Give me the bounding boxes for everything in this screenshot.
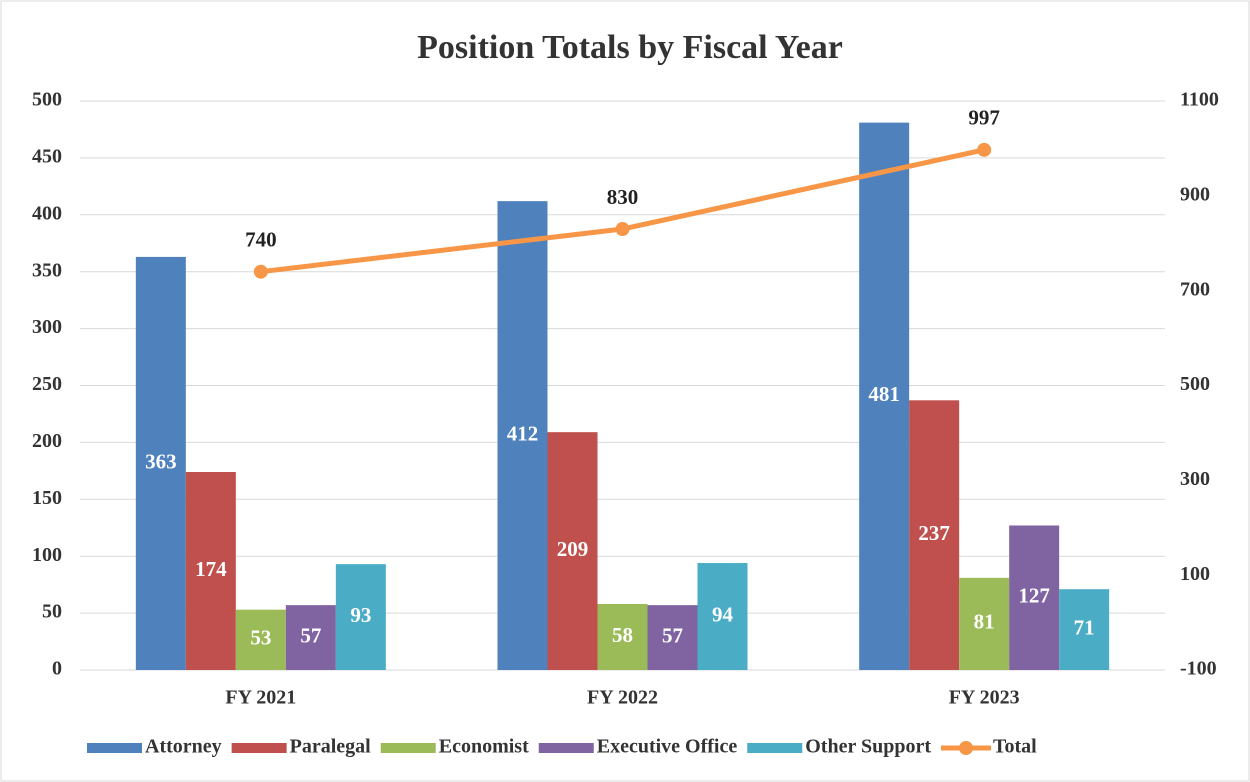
y2-tick-label: 1100 xyxy=(1180,89,1219,111)
data-label: 740 xyxy=(245,228,277,252)
bar xyxy=(697,563,748,670)
data-label: 127 xyxy=(1018,584,1050,608)
legend-label: Executive Office xyxy=(597,736,738,758)
bar xyxy=(859,122,910,670)
bar xyxy=(285,605,336,670)
data-label: 209 xyxy=(557,537,589,561)
y-tick-label: 350 xyxy=(32,259,62,281)
chart-title: Position Totals by Fiscal Year xyxy=(417,29,843,66)
line-marker xyxy=(253,264,268,279)
data-label: 174 xyxy=(195,557,227,581)
data-label: 71 xyxy=(1074,615,1095,639)
bar xyxy=(647,605,698,670)
y-tick-label: 500 xyxy=(32,89,62,111)
data-label: 94 xyxy=(712,602,734,626)
line-marker xyxy=(615,222,630,237)
bar xyxy=(547,432,598,670)
bar xyxy=(597,603,648,670)
y-tick-label: 250 xyxy=(32,373,62,395)
legend-swatch xyxy=(231,743,287,753)
data-label: 363 xyxy=(145,449,177,473)
legend-swatch xyxy=(747,743,803,753)
bar xyxy=(959,577,1010,670)
legend-label: Paralegal xyxy=(290,736,372,758)
y-tick-label: 400 xyxy=(32,202,62,224)
legend-swatch xyxy=(538,743,594,753)
x-tick-label: FY 2021 xyxy=(225,687,296,709)
legend-swatch xyxy=(87,743,142,753)
x-tick-label: FY 2023 xyxy=(949,687,1020,709)
bar xyxy=(497,201,548,671)
y-tick-label: 0 xyxy=(52,658,62,680)
data-label: 997 xyxy=(968,106,1000,130)
bar xyxy=(1059,589,1110,670)
data-label: 57 xyxy=(662,623,683,647)
legend-label: Economist xyxy=(439,736,529,758)
data-label: 237 xyxy=(918,521,950,545)
y2-tick-label: -100 xyxy=(1180,658,1217,680)
y2-tick-label: 300 xyxy=(1180,468,1210,490)
line-marker xyxy=(977,142,992,157)
legend-swatch xyxy=(380,743,436,753)
legend-label: Attorney xyxy=(145,736,222,758)
data-label: 58 xyxy=(612,623,633,647)
y-tick-label: 150 xyxy=(32,487,62,509)
bar xyxy=(335,564,386,670)
y2-tick-label: 100 xyxy=(1180,563,1210,585)
x-tick-label: FY 2022 xyxy=(587,687,658,709)
data-label: 81 xyxy=(974,610,995,634)
data-label: 57 xyxy=(300,623,321,647)
bar xyxy=(1009,525,1060,670)
y-tick-label: 300 xyxy=(32,316,62,338)
y-tick-label: 100 xyxy=(32,544,62,566)
y2-tick-label: 900 xyxy=(1180,183,1210,205)
y2-tick-label: 700 xyxy=(1180,278,1210,300)
legend-label: Other Support xyxy=(805,736,931,758)
y2-tick-label: 500 xyxy=(1180,373,1210,395)
y-tick-label: 450 xyxy=(32,145,62,167)
bar xyxy=(909,400,960,670)
data-label: 93 xyxy=(350,603,371,627)
data-label: 481 xyxy=(868,382,900,406)
legend-label: Total xyxy=(993,736,1037,758)
data-label: 412 xyxy=(507,421,539,445)
legend-swatch xyxy=(959,741,973,755)
bar xyxy=(235,609,286,670)
y-tick-label: 200 xyxy=(32,430,62,452)
y-tick-label: 50 xyxy=(42,601,62,623)
data-label: 53 xyxy=(250,626,271,650)
bar xyxy=(185,471,236,670)
data-label: 830 xyxy=(607,185,639,209)
bar xyxy=(135,256,186,670)
